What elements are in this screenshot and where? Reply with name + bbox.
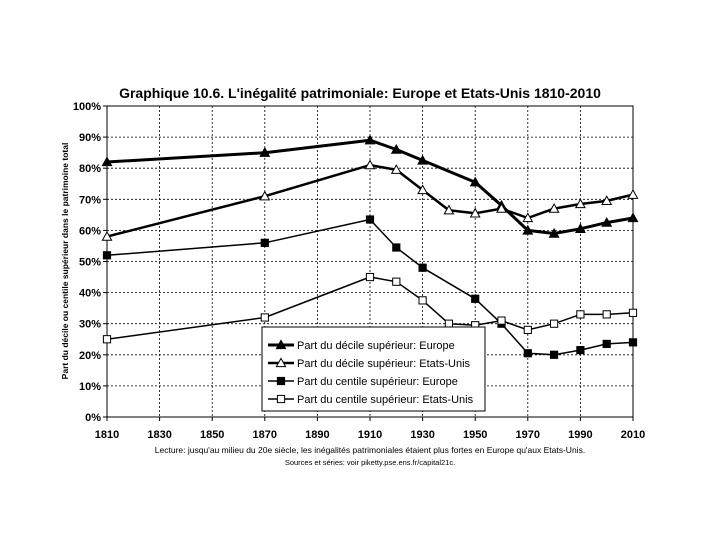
data-point <box>101 156 113 167</box>
data-point <box>522 212 534 223</box>
data-point <box>417 184 429 195</box>
y-tick-label: 50% <box>79 257 101 269</box>
data-point <box>469 176 481 187</box>
x-tick-label: 1870 <box>253 429 277 441</box>
x-tick-label: 1970 <box>516 429 540 441</box>
data-point <box>390 143 402 154</box>
data-point <box>444 319 453 328</box>
series-4 <box>102 272 638 344</box>
data-point <box>259 190 271 201</box>
data-point <box>469 207 481 218</box>
source-note: Sources et séries: voir piketty.pse.ens.… <box>285 458 455 467</box>
x-tick-label: 1930 <box>410 429 434 441</box>
data-point <box>522 224 534 235</box>
data-point <box>628 338 638 347</box>
x-tick-label: 2010 <box>621 429 645 441</box>
data-point <box>471 294 480 303</box>
legend-marker <box>275 339 287 350</box>
y-tick-label: 40% <box>79 288 101 300</box>
data-point <box>390 164 402 174</box>
legend-label: Part du centile supérieur: Etats-Unis <box>297 394 474 406</box>
axes: 0% 10% 20% 30% 40% 50% 60% 70% 80% 90% 100% 1810 183… <box>73 101 645 441</box>
legend-item: Part du décile supérieur: Etats-Unis <box>268 357 471 370</box>
data-point <box>392 277 401 286</box>
data-point <box>574 198 586 209</box>
x-tick-label: 1810 <box>95 429 119 441</box>
data-point <box>496 203 507 213</box>
data-point <box>365 272 375 282</box>
y-tick-label: 10% <box>79 381 101 393</box>
y-tick-label: 30% <box>79 319 101 331</box>
x-tick-label: 1910 <box>358 429 382 441</box>
data-point <box>550 319 559 328</box>
data-point <box>364 134 376 145</box>
data-point <box>497 316 506 325</box>
data-point <box>602 310 611 319</box>
legend-item: Part du décile supérieur: Europe <box>268 339 455 352</box>
y-tick-label: 60% <box>79 225 101 237</box>
data-point <box>523 349 532 358</box>
data-point <box>418 263 427 272</box>
x-tick-label: 1830 <box>147 429 171 441</box>
y-tick-label: 90% <box>79 132 101 144</box>
data-point <box>628 308 638 317</box>
chart-title: Graphique 10.6. L'inégalité patrimoniale… <box>119 85 601 101</box>
legend-label: Part du décile supérieur: Europe <box>297 340 455 352</box>
x-tick-label: 1890 <box>305 429 329 441</box>
data-point <box>601 195 613 206</box>
data-point <box>550 350 559 359</box>
y-tick-label: 70% <box>79 194 101 206</box>
data-point <box>417 154 429 165</box>
series-layer <box>101 134 639 359</box>
data-point <box>627 189 639 199</box>
series-line <box>106 218 634 356</box>
data-point <box>602 339 611 349</box>
data-point <box>418 296 427 305</box>
data-point <box>576 310 585 319</box>
y-tick-label: 100% <box>73 101 101 113</box>
series-2 <box>101 159 639 241</box>
data-point <box>548 203 560 213</box>
data-point <box>365 215 375 224</box>
y-tick-label: 0% <box>85 412 101 424</box>
x-tick-label: 1990 <box>568 429 592 441</box>
legend-marker <box>276 376 286 386</box>
data-point <box>392 243 401 252</box>
data-point <box>627 212 639 223</box>
legend-marker <box>275 357 287 368</box>
reading-note: Lecture: jusqu'au milieu du 20e siècle, … <box>155 445 585 455</box>
data-point <box>102 335 112 344</box>
series-line <box>106 138 634 235</box>
data-point <box>443 204 455 215</box>
data-point <box>576 346 585 355</box>
legend: Part du décile supérieur: Europe Part du … <box>261 326 486 412</box>
data-point <box>548 227 560 238</box>
data-point <box>601 216 613 227</box>
legend-label: Part du décile supérieur: Etats-Unis <box>297 358 471 370</box>
data-point <box>523 325 532 335</box>
x-tick-label: 1950 <box>463 429 487 441</box>
legend-item: Part du centile supérieur: Etats-Unis <box>268 394 474 406</box>
data-point <box>101 230 113 241</box>
y-tick-label: 80% <box>79 163 101 175</box>
data-point <box>102 251 112 260</box>
data-point <box>574 223 586 234</box>
x-tick-label: 1850 <box>200 429 224 441</box>
data-point <box>260 238 269 247</box>
data-point <box>259 147 271 157</box>
legend-label: Part du centile supérieur: Europe <box>297 376 458 388</box>
data-point <box>364 159 376 170</box>
y-axis-label: Part du décile ou centile supérieur dans… <box>60 143 70 380</box>
legend-box <box>261 326 486 412</box>
y-tick-label: 20% <box>79 350 101 362</box>
data-point <box>260 313 269 322</box>
legend-item: Part du centile supérieur: Europe <box>268 376 458 388</box>
legend-marker <box>276 394 286 404</box>
